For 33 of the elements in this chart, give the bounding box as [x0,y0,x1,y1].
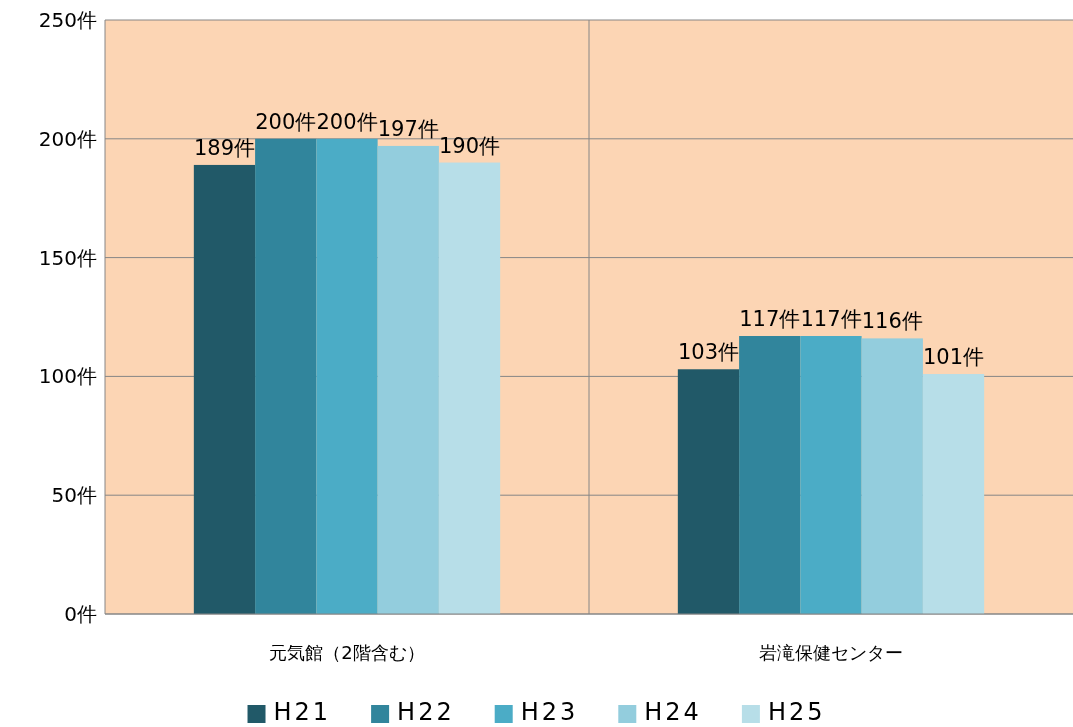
bar [677,369,740,614]
data-label: 190件 [438,133,501,158]
legend-label: H21 [273,698,332,726]
data-label: 116件 [861,309,923,334]
legend-label: H23 [520,698,579,726]
legend-label: H22 [397,698,455,726]
data-label: 200件 [255,109,317,134]
data-label: 117件 [739,307,801,332]
data-label: 117件 [800,307,862,332]
bar [377,145,439,614]
y-tick-label: 50件 [51,483,97,508]
y-tick-label: 0件 [64,602,97,626]
x-tick-label: 岩滝保健センター [759,642,903,663]
y-tick-label: 200件 [38,126,97,151]
data-label: 200件 [316,109,378,134]
y-tick-label: 150件 [38,245,97,270]
x-tick-label: 元気館（2階含む） [269,642,425,663]
data-label: 101件 [922,345,985,370]
data-label: 189件 [193,135,256,160]
bar [861,338,923,614]
bar [739,336,801,614]
legend-label: H25 [767,698,826,726]
bar [438,162,501,614]
bar [922,374,985,614]
y-tick-label: 100件 [38,364,97,389]
bar [193,164,256,614]
bar [316,138,378,614]
data-label: 197件 [377,116,439,141]
bar [800,336,862,614]
bar [255,138,317,614]
y-tick-label: 250件 [38,8,97,32]
data-label: 103件 [677,340,740,365]
legend-label: H24 [644,698,702,726]
